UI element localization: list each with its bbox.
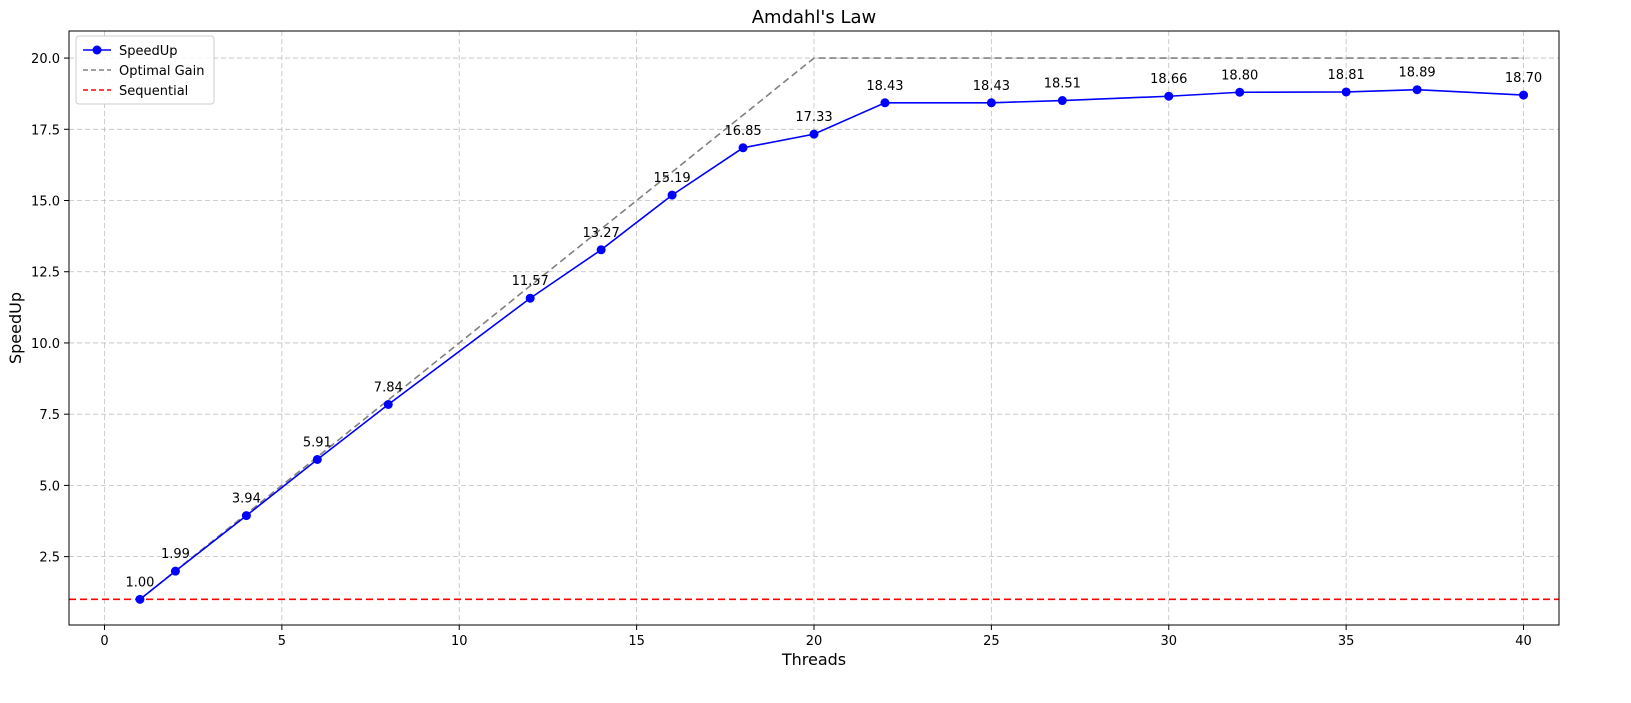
- speedup-point: [135, 594, 145, 604]
- speedup-data-label: 18.89: [1398, 66, 1435, 81]
- optimal-gain-line: [139, 57, 1524, 600]
- speedup-data-label: 3.94: [232, 492, 261, 507]
- x-tick-label: 5: [278, 634, 286, 649]
- speedup-data-label: 18.81: [1328, 68, 1365, 83]
- speedup-data-label: 18.66: [1150, 72, 1187, 87]
- x-tick-label: 15: [628, 634, 645, 649]
- legend-box: [75, 35, 215, 105]
- speedup-data-label: 18.70: [1505, 71, 1542, 86]
- x-axis-title: Threads: [781, 650, 846, 669]
- y-axis-title: SpeedUp: [6, 292, 25, 364]
- speedup-data-label: 18.43: [973, 79, 1010, 94]
- speedup-data-label: 17.33: [795, 110, 832, 125]
- speedup-point: [809, 129, 819, 139]
- x-tick-label: 20: [806, 634, 823, 649]
- speedup-point: [738, 143, 748, 153]
- legend-label: Optimal Gain: [119, 64, 204, 79]
- y-tick-label: 7.5: [39, 408, 60, 423]
- speedup-point: [1235, 87, 1245, 97]
- speedup-point: [986, 98, 996, 108]
- speedup-data-label: 1.00: [125, 575, 154, 590]
- speedup-point: [1519, 90, 1529, 100]
- x-tick-label: 10: [451, 634, 468, 649]
- speedup-point: [1412, 85, 1422, 95]
- speedup-point: [667, 190, 677, 200]
- data-labels: 1.00 1.99 3.94 5.91 7.84 11.57 13.27 15.19 16.85…: [125, 66, 1542, 591]
- x-tick-label: 30: [1160, 634, 1177, 649]
- speedup-data-label: 18.51: [1044, 77, 1081, 92]
- legend-label: SpeedUp: [119, 44, 178, 59]
- speedup-point: [241, 511, 251, 521]
- y-tick-label: 17.5: [31, 123, 60, 138]
- speedup-data-label: 15.19: [653, 171, 690, 186]
- x-tick-label: 40: [1515, 634, 1532, 649]
- y-tick-label: 20.0: [31, 52, 60, 67]
- speedup-point: [525, 293, 535, 303]
- y-tick-label: 10.0: [31, 337, 60, 352]
- chart-title: Amdahl's Law: [752, 7, 877, 28]
- x-tick-label: 0: [100, 634, 108, 649]
- legend-label: Sequential: [119, 84, 188, 99]
- legend-marker: [92, 45, 102, 55]
- speedup-point: [312, 454, 322, 464]
- series-layer: [69, 57, 1559, 604]
- speedup-point: [170, 566, 180, 576]
- speedup-data-label: 16.85: [724, 124, 761, 139]
- x-tick-label: 35: [1338, 634, 1355, 649]
- speedup-point: [880, 98, 890, 108]
- legend: SpeedUp Optimal Gain Sequential: [75, 35, 215, 105]
- speedup-data-label: 13.27: [583, 226, 620, 241]
- axis-ticks: 0 5 10 15 20 25 30 35 40 2.5 5.0 7.5 10.0 12.5 15.0 17.…: [31, 52, 1532, 649]
- speedup-line: [139, 88, 1524, 600]
- speedup-data-label: 7.84: [374, 380, 403, 395]
- speedup-point: [1164, 91, 1174, 101]
- speedup-point: [1341, 87, 1351, 97]
- y-tick-label: 12.5: [31, 266, 60, 281]
- speedup-data-label: 5.91: [303, 435, 332, 450]
- speedup-point: [596, 245, 606, 255]
- speedup-data-label: 1.99: [161, 547, 190, 562]
- speedup-data-label: 18.80: [1221, 68, 1258, 83]
- x-tick-label: 25: [983, 634, 1000, 649]
- speedup-point: [1057, 96, 1067, 106]
- speedup-point: [383, 399, 393, 409]
- speedup-data-label: 11.57: [512, 274, 549, 289]
- y-tick-label: 5.0: [39, 479, 60, 494]
- y-tick-label: 15.0: [31, 195, 60, 210]
- y-tick-label: 2.5: [39, 551, 60, 566]
- speedup-data-label: 18.43: [866, 79, 903, 94]
